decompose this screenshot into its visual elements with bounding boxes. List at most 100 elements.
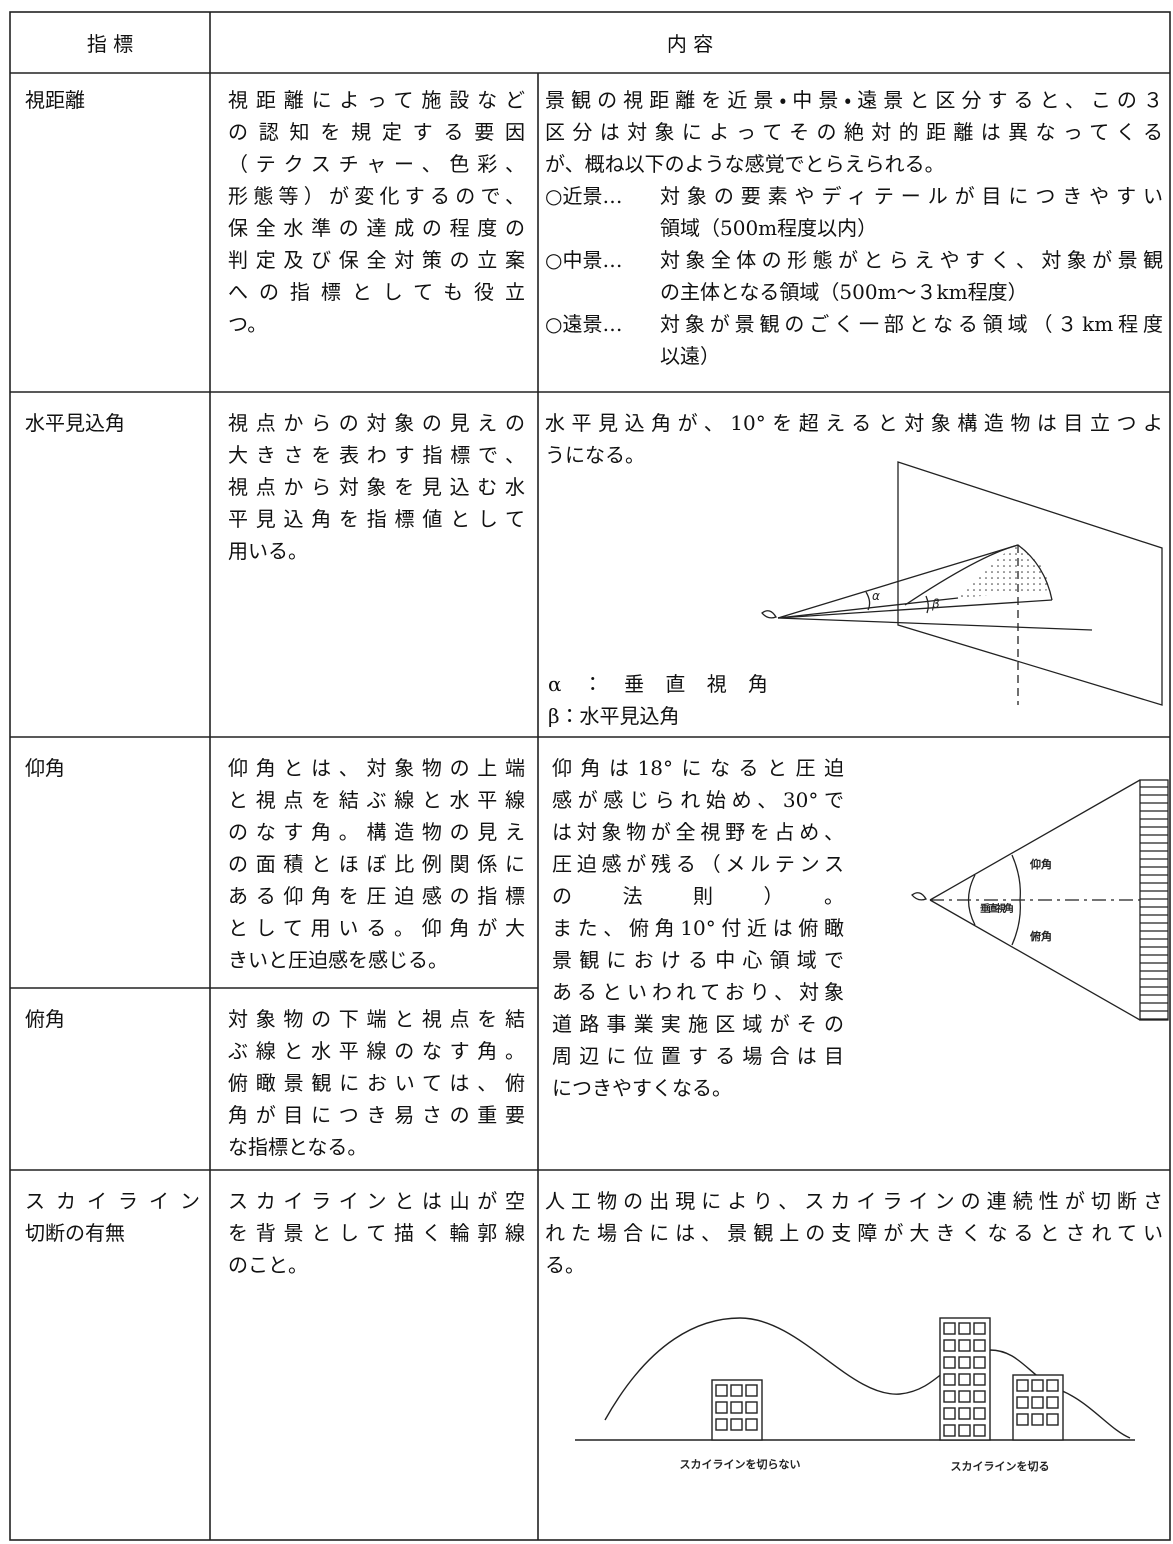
sight-line xyxy=(929,779,1141,901)
decoration xyxy=(973,1407,986,1420)
text-line: 大きさを表わす指標で、 xyxy=(228,443,525,467)
text-line: 俯瞰景観においては、俯 xyxy=(228,1071,525,1095)
list-item: ○中景… 対象全体の形態がとらえやすく、対象が景観 の主体となる領域（500m～３k… xyxy=(545,244,1163,308)
text-line: β：水平見込角 xyxy=(548,704,680,728)
picture-plane xyxy=(897,461,1163,706)
decoration xyxy=(958,1373,971,1386)
text-line: 対象の要素やディテールが目につきやすい xyxy=(660,184,1163,208)
text-line: の面積とほぼ比例関係に xyxy=(228,852,525,876)
content: 人工物の出現により、スカイラインの連続性が切断さ れた場合には、景観上の支障が大き… xyxy=(545,1185,1163,1281)
angle-arc xyxy=(1011,899,1021,946)
depression-label: 俯角 xyxy=(1029,929,1052,943)
text-line: と視点を結ぶ線と水平線 xyxy=(228,788,525,812)
text-line: が、概ね以下のような感覚でとらえられる。 xyxy=(545,152,945,176)
indicator: スカイライン 切断の有無 xyxy=(25,1185,200,1249)
items: ○近景… 対象の要素やディテールが目につきやすい 領域（500m程度以内） ○中景… 対… xyxy=(545,180,1163,372)
beta-label: β xyxy=(931,597,940,611)
legend: α：垂直視角 β：水平見込角 xyxy=(548,668,768,732)
item-label: ○近景… xyxy=(545,184,623,208)
text-line: 水平見込角が、10°を超えると対象構造物は目立つよ xyxy=(545,411,1163,435)
uncut-label: スカイラインを切らない xyxy=(680,1458,801,1471)
decoration xyxy=(1016,1379,1029,1392)
text-line: 視点から対象を見込む水 xyxy=(228,475,525,499)
decoration xyxy=(973,1373,986,1386)
decoration xyxy=(943,1356,956,1369)
text-line: は対象物が全視野を占め、 xyxy=(552,820,844,844)
text-line: を背景として描く輪郭線 xyxy=(228,1221,525,1245)
description: 対象物の下端と視点を結 ぶ線と水平線のなす角。 俯瞰景観においては、俯 角が目につき易… xyxy=(228,1003,525,1163)
content: 仰角は18°になると圧迫 感が感じられ始め、30°で は対象物が全視野を占め、 圧迫感… xyxy=(552,752,844,1104)
text-line: スカイライン xyxy=(25,1189,200,1213)
content: 景観の視距離を近景・中景・遠景と区分すると、この３ 区分は対象によってその絶対的距… xyxy=(545,84,1163,372)
header-indicator: 指 標 xyxy=(86,32,134,56)
text-line: 感が感じられ始め、30°で xyxy=(552,788,844,812)
indicator: 水平見込角 xyxy=(25,407,200,439)
text-line: 区分は対象によってその絶対的距離は異なってくる xyxy=(545,120,1163,144)
content: 水平見込角が、10°を超えると対象構造物は目立つよ うになる。 xyxy=(545,407,1163,471)
decoration xyxy=(1031,1379,1044,1392)
text-line: 形態等）が変化するので、 xyxy=(228,184,525,208)
sight-line xyxy=(777,617,1093,631)
list-item: ○近景… 対象の要素やディテールが目につきやすい 領域（500m程度以内） xyxy=(545,180,1163,244)
list-item: ○遠景… 対象が景観のごく一部となる領域（３km程度 以遠） xyxy=(545,308,1163,372)
decoration xyxy=(1046,1379,1059,1392)
text-line: への指標としても役立 xyxy=(228,280,525,304)
decoration xyxy=(1046,1396,1059,1409)
text-line: 道路事業実施区域がその xyxy=(552,1012,844,1036)
text-line: につきやすくなる。 xyxy=(552,1076,732,1100)
text-line: また、俯角10°付近は俯瞰 xyxy=(552,916,844,940)
text-line: 対象全体の形態がとらえやすく、対象が景観 xyxy=(660,248,1163,272)
decoration xyxy=(943,1407,956,1420)
decoration xyxy=(943,1322,956,1335)
description: 視点からの対象の見えの 大きさを表わす指標で、 視点から対象を見込む水 平見込角を指標… xyxy=(228,407,525,567)
indicator: 俯角 xyxy=(25,1003,200,1035)
decoration xyxy=(939,1317,991,1441)
decoration xyxy=(715,1418,728,1431)
sight-line xyxy=(777,599,1053,619)
text-line: 水平見込角 xyxy=(25,411,125,435)
text-line: 視距離 xyxy=(25,88,85,112)
view-angle-diagram: α β xyxy=(761,461,1163,706)
text-line: 仰角とは、対象物の上端 xyxy=(228,756,525,780)
decoration xyxy=(745,1418,758,1431)
text-line: の主体となる領域（500m～３km程度） xyxy=(660,280,1028,304)
skyline-diagram: スカイラインを切らない スカイラインを切る xyxy=(575,1317,1135,1473)
text-line: な指標となる。 xyxy=(228,1135,368,1159)
object-bar xyxy=(1139,779,1169,1021)
indicator: 仰角 xyxy=(25,752,200,784)
text-line: （テクスチャー、色彩、 xyxy=(228,152,525,176)
item-label: ○遠景… xyxy=(545,312,623,336)
eye xyxy=(761,610,777,619)
decoration xyxy=(730,1401,743,1414)
decoration xyxy=(958,1322,971,1335)
decoration xyxy=(943,1373,956,1386)
eye xyxy=(911,892,927,901)
text-line: 判定及び保全対策の立案 xyxy=(228,248,525,272)
text-line: 角が目につき易さの重要 xyxy=(228,1103,525,1127)
text-line: 切断の有無 xyxy=(25,1221,125,1245)
elevation-label: 仰角 xyxy=(1029,857,1052,871)
decoration xyxy=(958,1407,971,1420)
decoration xyxy=(715,1384,728,1397)
description: 視距離によって施設など の認知を規定する要因 （テクスチャー、色彩、 形態等）が変化す… xyxy=(228,84,525,340)
text-line: α：垂直視角 xyxy=(548,672,768,696)
elevation-diagram: 仰角 垂直視角 俯角 xyxy=(911,779,1169,1021)
item-label: ○中景… xyxy=(545,248,623,272)
text-line: 保全水準の達成の程度の xyxy=(228,216,525,240)
text-line: 周辺に位置する場合は目 xyxy=(552,1044,844,1068)
text-line: スカイラインとは山が空 xyxy=(228,1189,525,1213)
decoration xyxy=(943,1339,956,1352)
description: スカイラインとは山が空 を背景として描く輪郭線 のこと。 xyxy=(228,1185,525,1281)
text-line: 仰角は18°になると圧迫 xyxy=(552,756,844,780)
text-line: 景観の視距離を近景・中景・遠景と区分すると、この３ xyxy=(545,88,1163,112)
decoration xyxy=(1031,1413,1044,1426)
text-line: 用いる。 xyxy=(228,539,308,563)
decoration xyxy=(973,1390,986,1403)
text-line: の法則）。 xyxy=(552,884,844,908)
decoration xyxy=(973,1424,986,1437)
header-content: 内 容 xyxy=(666,32,714,56)
decoration xyxy=(1016,1413,1029,1426)
